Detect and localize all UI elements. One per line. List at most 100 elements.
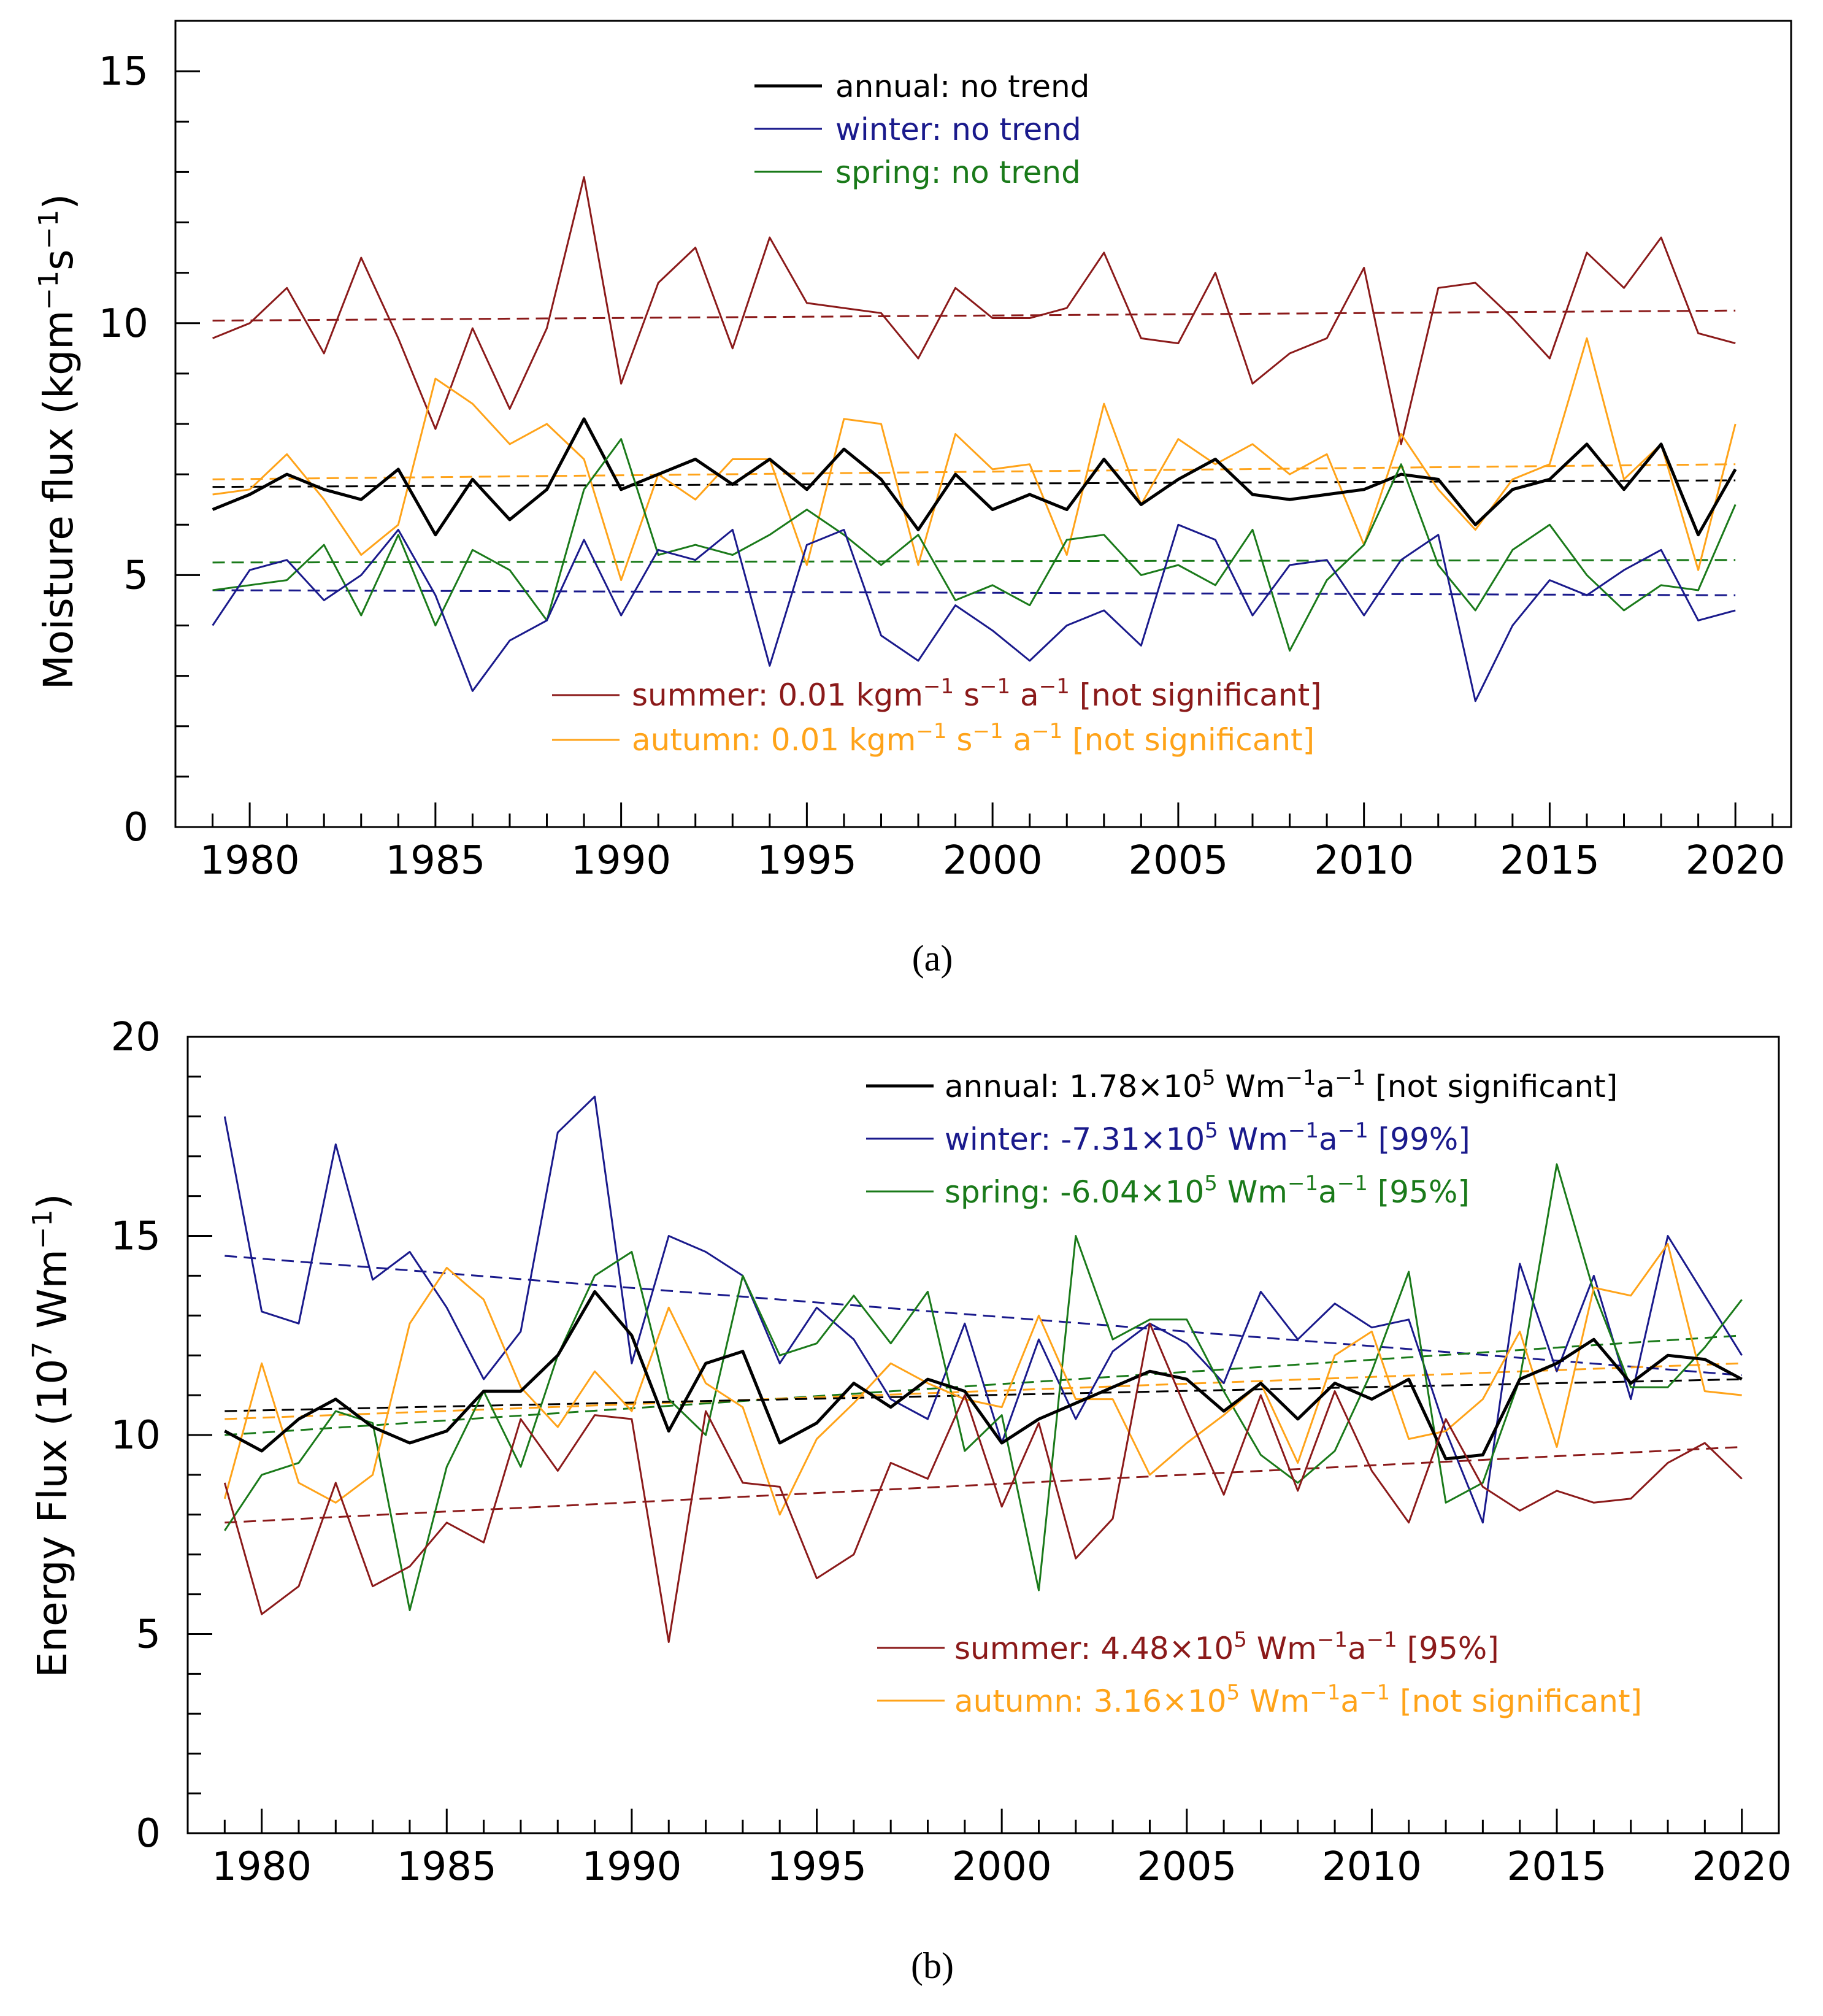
chart-b-x-tick-label: 2005 [1137,1844,1237,1890]
chart-b-y-axis-title-sup2: −1 [27,1209,58,1249]
chart-a-legend-summer-mid2: a [1010,677,1039,713]
chart-b-legend-winter-sup1: 5 [1205,1118,1218,1143]
chart-a-series [212,176,1737,702]
chart-a-legend-autumn-sup2: −1 [972,719,1003,744]
chart-a-legend-winter-text: winter: no trend [835,112,1081,147]
chart-b-trend-winter [225,1255,1742,1377]
chart-a-trend-summer [212,309,1736,322]
chart-b-x-tick-label: 2020 [1692,1844,1792,1890]
chart-b-legend-autumn-sup3: −1 [1359,1680,1390,1705]
chart-b-x-tick-label: 2015 [1507,1844,1607,1890]
chart-b-trend-summer [225,1445,1742,1524]
chart-b-series-annual [224,1290,1743,1461]
chart-b-y-axis-title-main: Energy Flux (10 [29,1359,76,1678]
chart-b-legend-summer-mid2: a [1348,1631,1367,1666]
chart-b-legend-annual-sup2: −1 [1286,1066,1316,1090]
chart-b-legend-top: annual: 1.78×105 Wm−1a−1 [not significan… [866,1066,1618,1210]
chart-b-legend-autumn-mid1: Wm [1240,1683,1310,1719]
chart-b-ticks: 0 5 10 15 20 1980 1985 1990 1995 2000 2005 2010 2015… [111,1015,1792,1890]
chart-b-y-tick-label: 10 [111,1413,161,1458]
chart-b-panel-label: (b) [911,1945,954,1986]
chart-b-legend-spring-suffix: [95%] [1368,1174,1470,1210]
chart-b-legend-autumn-prefix: autumn: 3.16×10 [954,1683,1227,1719]
chart-a-x-tick-label: 1995 [757,838,857,883]
chart-a-series-spring [212,438,1737,652]
chart-b-legend-annual-sup1: 5 [1202,1066,1216,1090]
chart-a-y-axis-title-sup2: −1 [33,209,64,249]
chart-a-series-autumn [212,337,1737,582]
chart-a-legend-summer-text: summer: 0.01 kgm−1 s−1 a−1 [not signific… [632,674,1322,713]
chart-b-legend-annual-text: annual: 1.78×105 Wm−1a−1 [not significan… [945,1066,1618,1104]
chart-a-legend-summer-sup2: −1 [980,674,1010,699]
chart-b: 0 5 10 15 20 1980 1985 1990 1995 2000 2005 2010 2015… [27,1015,1792,1986]
chart-b-legend-autumn-mid2: a [1340,1683,1359,1719]
chart-b-series-summer [223,1322,1743,1643]
chart-b-y-tick-label: 5 [136,1612,161,1658]
chart-a-legend-annual-text: annual: no trend [835,69,1089,104]
chart-a-legend-autumn-suffix: [not significant] [1062,722,1314,758]
chart-a-y-tick-label: 10 [99,301,148,347]
chart-a-x-tick-label: 2015 [1500,838,1600,883]
chart-b-legend-summer-sup2: −1 [1317,1628,1348,1652]
chart-b-y-axis-title-end: ) [29,1193,76,1209]
chart-a-y-axis-title-mid: s [35,249,82,270]
chart-b-series-spring [224,1163,1743,1612]
chart-b-legend-spring-mid1: Wm [1218,1174,1288,1210]
chart-b-x-tick-label: 1995 [767,1844,867,1890]
chart-b-legend-spring-prefix: spring: -6.04×10 [945,1174,1204,1210]
chart-b-legend-spring-text: spring: -6.04×105 Wm−1a−1 [95%] [945,1171,1470,1210]
chart-a-legend-autumn-mid1: s [947,722,973,758]
chart-a-y-axis-title-end: ) [35,194,82,210]
chart-a-legend-top: annual: no trend winter: no trend spring… [754,69,1089,190]
chart-b-legend-spring-sup1: 5 [1204,1171,1218,1196]
chart-b-y-tick-label: 0 [136,1811,161,1856]
chart-a-y-tick-label: 0 [123,805,148,850]
chart-a-x-tick-label: 1980 [200,838,300,883]
chart-a-y-axis-title-sup1: −1 [33,271,64,310]
chart-a-legend-autumn-sup1: −1 [916,719,946,744]
chart-b-legend-summer-mid1: Wm [1247,1631,1317,1666]
chart-a-series-summer [212,176,1736,445]
chart-b-series-autumn [223,1243,1742,1516]
chart-b-legend-winter-prefix: winter: -7.31×10 [945,1121,1205,1157]
chart-b-legend-autumn-suffix: [not significant] [1390,1683,1642,1719]
chart-a-y-tick-label: 15 [99,49,148,94]
chart-a-y-axis-title: Moisture flux (kgm−1s−1) [33,194,82,690]
chart-b-legend-bottom: summer: 4.48×105 Wm−1a−1 [95%] autumn: 3… [877,1628,1642,1719]
chart-b-y-axis-title: Energy Flux (107 Wm−1) [27,1193,76,1677]
chart-a-legend-autumn-mid2: a [1004,722,1032,758]
chart-b-legend-spring-mid2: a [1318,1174,1337,1210]
chart-a-legend-summer-sup1: −1 [923,674,954,699]
chart-a-trend-autumn [212,463,1736,480]
chart-b-legend-summer-sup1: 5 [1234,1628,1247,1652]
chart-b-legend-autumn-text: autumn: 3.16×105 Wm−1a−1 [not significan… [954,1680,1642,1719]
chart-b-legend-summer-prefix: summer: 4.48×10 [954,1631,1234,1666]
chart-a-legend-summer-suffix: [not significant] [1070,677,1322,713]
chart-b-x-tick-label: 2010 [1322,1844,1422,1890]
chart-a-y-axis-title-main: Moisture flux (kgm [35,310,82,690]
chart-b-legend-winter-mid1: Wm [1218,1121,1288,1157]
chart-a-x-tick-label: 2010 [1314,838,1414,883]
chart-a-panel-label: (a) [912,938,953,979]
chart-b-y-axis-title-mid: Wm [29,1249,76,1342]
chart-b-series-winter [223,1095,1743,1524]
chart-b-trend-spring [225,1334,1742,1436]
chart-a-series-winter [212,523,1736,702]
chart-b-legend-spring-sup2: −1 [1288,1171,1318,1196]
chart-b-legend-annual-mid2: a [1316,1069,1335,1104]
chart-b-series [223,1095,1743,1643]
chart-a-x-tick-label: 1990 [571,838,671,883]
chart-a: 0 5 10 15 1980 1985 1990 1995 2000 2005 2010 2015 20… [33,20,1792,979]
chart-b-y-tick-label: 15 [111,1214,161,1260]
chart-a-x-tick-label: 2020 [1686,838,1786,883]
chart-a-x-tick-label: 2000 [943,838,1043,883]
chart-b-trend-autumn [225,1362,1742,1420]
chart-b-x-tick-label: 1985 [397,1844,497,1890]
chart-a-x-tick-label: 2005 [1128,838,1228,883]
chart-a-legend-autumn-sup3: −1 [1032,719,1062,744]
chart-a-legend-autumn-text: autumn: 0.01 kgm−1 s−1 a−1 [not signific… [632,719,1314,758]
chart-b-y-axis-title-sup1: 7 [27,1342,58,1359]
chart-a-x-tick-label: 1985 [385,838,485,883]
chart-a-series-annual [212,417,1737,537]
